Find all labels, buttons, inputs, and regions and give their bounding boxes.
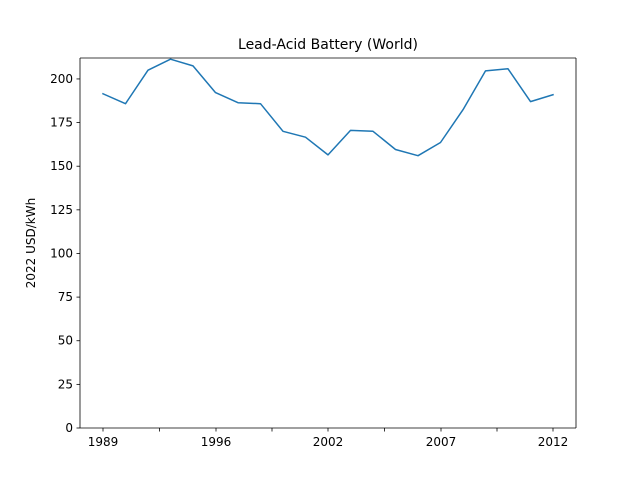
series-line: [102, 58, 554, 157]
plot-area: 0 25 50 75 100 125 150 175 200 1989 1996 2002 2007 20…: [50, 57, 577, 449]
y-tick-label: 125: [50, 203, 73, 217]
y-tick-label: 150: [50, 159, 73, 173]
y-tick-label: 25: [58, 377, 73, 391]
y-tick-label: 75: [58, 290, 73, 304]
y-tick-label: 175: [50, 116, 73, 130]
y-tick-label: 50: [58, 334, 73, 348]
x-tick-label: 2012: [538, 435, 569, 449]
chart-title: Lead-Acid Battery (World): [238, 37, 418, 53]
y-tick-label: 200: [50, 72, 73, 86]
x-tick-label: 1996: [201, 435, 232, 449]
x-tick-label: 1989: [88, 435, 119, 449]
y-tick-label: 100: [50, 246, 73, 260]
y-tick-label: 0: [65, 421, 73, 435]
x-tick-label: 2002: [313, 435, 344, 449]
x-tick-label: 2007: [426, 435, 457, 449]
y-axis-label: 2022 USD/kWh: [24, 198, 38, 288]
